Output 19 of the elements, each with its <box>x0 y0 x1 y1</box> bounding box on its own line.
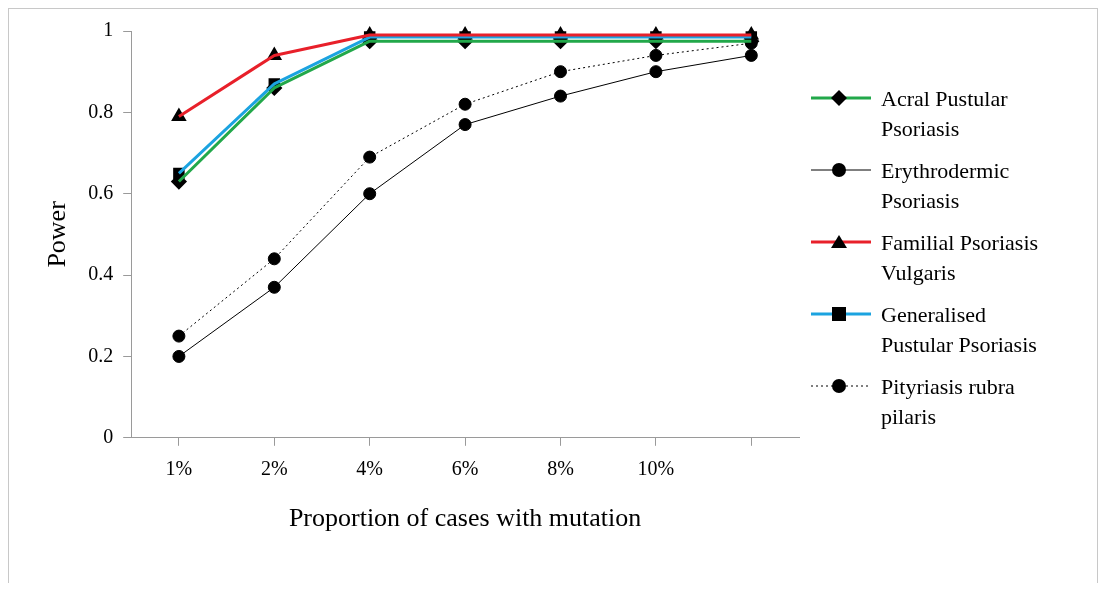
x-tick-label: 10% <box>637 457 675 480</box>
x-tick-label: 1% <box>165 457 193 480</box>
x-tick-label: 4% <box>356 457 384 480</box>
y-tick-label: 1 <box>103 18 114 41</box>
legend-label: Pityriasis rubra pilaris <box>881 373 1016 431</box>
x-tick-label: 2% <box>260 457 288 480</box>
legend-label: Acral Pustular Psoriasis <box>881 85 1009 143</box>
y-axis-title: Power <box>42 200 72 268</box>
y-tick-label: 0.2 <box>88 343 114 366</box>
legend-label: Familial Psoriasis Vulgaris <box>881 229 1040 287</box>
legend-label: Generalised Pustular Psoriasis <box>881 301 1038 359</box>
y-tick-label: 0.6 <box>88 180 114 203</box>
y-tick-label: 0.8 <box>88 99 114 122</box>
y-tick-label: 0 <box>103 425 114 448</box>
x-axis-title: Proportion of cases with mutation <box>288 503 642 533</box>
legend-label: Erythrodermic Psoriasis <box>881 157 1011 215</box>
x-tick-label: 8% <box>547 457 574 480</box>
y-tick-label: 0.4 <box>88 262 114 285</box>
x-tick-label: 6% <box>451 457 479 480</box>
